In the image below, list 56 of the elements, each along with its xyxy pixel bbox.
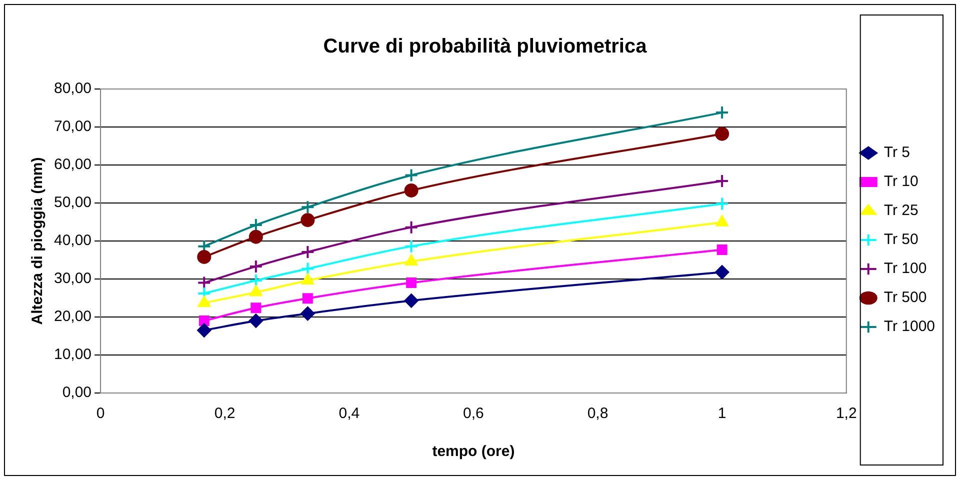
point bbox=[300, 245, 315, 260]
point bbox=[404, 294, 418, 308]
y-tick-label: 10,00 bbox=[54, 346, 92, 364]
legend-label: Tr 50 bbox=[884, 231, 918, 248]
point bbox=[300, 200, 315, 214]
x-tick-label: 0,6 bbox=[463, 405, 484, 422]
point bbox=[300, 213, 315, 228]
x-tick-label: 1,2 bbox=[836, 405, 857, 422]
y-tick-label: 50,00 bbox=[54, 194, 92, 212]
point bbox=[198, 316, 210, 326]
x-tick-label: 0 bbox=[96, 405, 105, 422]
point bbox=[404, 168, 418, 182]
point bbox=[248, 230, 263, 244]
chart-title: Curve di probabilità pluviometrica bbox=[323, 36, 648, 58]
point bbox=[197, 323, 212, 338]
x-tick-label: 0,2 bbox=[214, 405, 236, 422]
y-axis-title: Altezza di pioggia (mm) bbox=[29, 157, 46, 325]
y-tick-label: 80,00 bbox=[54, 80, 92, 98]
x-tick-label: 0,8 bbox=[587, 405, 608, 422]
legend-label: Tr 100 bbox=[884, 260, 927, 278]
point bbox=[248, 314, 263, 328]
legend-label: Tr 1000 bbox=[884, 318, 936, 336]
point bbox=[197, 276, 212, 290]
point bbox=[715, 196, 730, 211]
point bbox=[248, 259, 263, 274]
legend-label: Tr 25 bbox=[884, 202, 918, 220]
point bbox=[715, 265, 730, 280]
legend-label: Tr 5 bbox=[884, 144, 910, 162]
legend-label: Tr 500 bbox=[884, 289, 927, 306]
point bbox=[715, 126, 730, 141]
point bbox=[197, 250, 212, 264]
y-tick-label: 30,00 bbox=[54, 270, 92, 288]
point bbox=[250, 285, 262, 296]
point bbox=[300, 262, 315, 276]
y-tick-label: 40,00 bbox=[54, 232, 92, 250]
point bbox=[715, 174, 730, 188]
y-tick-label: 70,00 bbox=[54, 118, 92, 136]
point bbox=[404, 239, 418, 254]
x-tick-label: 1 bbox=[718, 405, 726, 422]
point bbox=[301, 274, 314, 285]
y-tick-label: 20,00 bbox=[54, 308, 92, 326]
x-axis-title: tempo (ore) bbox=[432, 443, 515, 460]
point bbox=[715, 106, 730, 120]
y-tick-label: 0,00 bbox=[62, 384, 92, 402]
x-tick-label: 0,4 bbox=[338, 405, 360, 422]
y-tick-label: 60,00 bbox=[54, 156, 92, 174]
point bbox=[302, 293, 313, 304]
point bbox=[250, 302, 262, 314]
point bbox=[406, 278, 417, 288]
point bbox=[405, 254, 418, 266]
point bbox=[248, 274, 263, 288]
point bbox=[404, 183, 418, 198]
point bbox=[300, 306, 315, 321]
point bbox=[404, 220, 418, 234]
legend-label: Tr 10 bbox=[884, 173, 918, 190]
point bbox=[716, 244, 728, 255]
